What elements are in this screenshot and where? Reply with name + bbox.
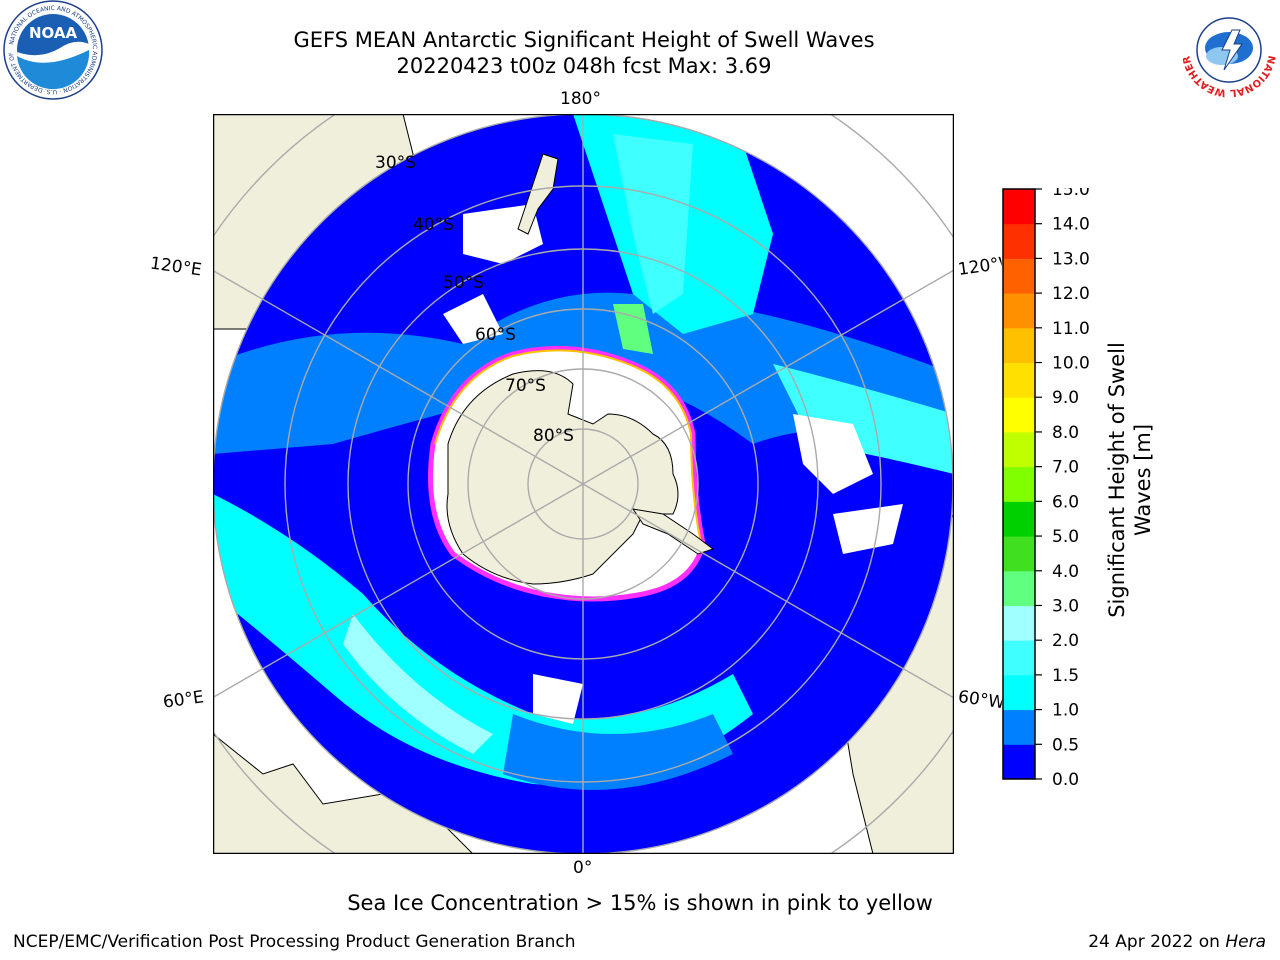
colorbar-tick-label: 12.0	[1052, 284, 1090, 304]
colorbar-tick-label: 3.0	[1052, 596, 1079, 616]
colorbar-tick-label: 14.0	[1052, 215, 1090, 235]
lon-label-60w: 60°W	[956, 687, 1004, 713]
lat-label-80s: 80°S	[533, 426, 574, 446]
colorbar-tick-label: 0.5	[1052, 735, 1079, 755]
swell-band-indian	[213, 494, 753, 786]
colorbar-swatch	[1003, 362, 1035, 398]
lat-label-30s: 30°S	[375, 153, 416, 173]
colorbar-swatch	[1003, 189, 1035, 225]
new-zealand-land	[517, 153, 559, 235]
colorbar-swatch	[1003, 744, 1035, 780]
lat-label-50s: 50°S	[443, 273, 484, 293]
nws-logo-icon: NATIONAL WEATHER SERVICE	[1178, 0, 1277, 98]
colorbar-tick-label: 2.0	[1052, 631, 1079, 651]
swell-band-indian-light	[343, 614, 493, 754]
no-data-patch-4	[833, 504, 903, 554]
colorbar-swatch	[1003, 674, 1035, 711]
colorbar-tick-label: 8.0	[1052, 423, 1079, 443]
date-text: 24 Apr 2022 on Hera	[1088, 932, 1266, 952]
colorbar-swatch	[1003, 397, 1035, 433]
lon-label-180: 180°	[560, 89, 601, 109]
colorbar-swatch	[1003, 258, 1035, 294]
date-prefix: 24 Apr 2022 on	[1088, 932, 1226, 952]
colorbar-swatch	[1003, 605, 1035, 641]
colorbar-tick-label: 9.0	[1052, 388, 1079, 408]
colorbar-swatch	[1003, 640, 1035, 676]
sea-ice-note: Sea Ice Concentration > 15% is shown in …	[347, 891, 933, 915]
colorbar: 0.0 0.5 1.0 1.5 2.0 3.0 4.0 5.0 6.0 7.0 8.0 9.0 10.0…	[1002, 188, 1090, 788]
lon-label-0: 0°	[573, 858, 593, 878]
lon-label-120w: 120°W	[956, 254, 1004, 280]
map-border	[213, 114, 954, 854]
colorbar-tick-label: 4.0	[1052, 562, 1079, 582]
colorbar-swatch	[1003, 709, 1035, 745]
colorbar-swatch	[1003, 431, 1035, 468]
no-data-patch-2	[443, 294, 503, 344]
noaa-logo-text: NOAA	[29, 24, 78, 42]
swell-band-light	[613, 134, 693, 314]
colorbar-label-line1: Significant Height of Swell	[1105, 342, 1129, 618]
swell-band-east	[773, 364, 953, 474]
colorbar-tick-label: 11.0	[1052, 319, 1090, 339]
colorbar-tick-label: 13.0	[1052, 249, 1090, 269]
colorbar-swatch	[1003, 501, 1035, 537]
colorbar-tick-label: 1.0	[1052, 701, 1079, 721]
colorbar-tick-label: 6.0	[1052, 492, 1079, 512]
swell-band-south	[503, 714, 733, 790]
colorbar-tick-label: 1.5	[1052, 666, 1079, 686]
colorbar-tick-label: 10.0	[1052, 354, 1090, 374]
credit-text: NCEP/EMC/Verification Post Processing Pr…	[13, 932, 576, 952]
colorbar-tick-label: 15.0	[1052, 188, 1090, 200]
colorbar-swatch	[1003, 466, 1035, 502]
colorbar-tick-label: 0.0	[1052, 770, 1079, 788]
lat-label-70s: 70°S	[505, 376, 546, 396]
colorbar-title: Significant Height of Swell Waves [m]	[1105, 342, 1155, 618]
colorbar-swatch	[1003, 223, 1035, 259]
lat-label-40s: 40°S	[413, 215, 454, 235]
lon-label-60e: 60°E	[161, 687, 206, 713]
longitude-grid	[213, 114, 954, 854]
lon-label-120e: 120°E	[148, 253, 203, 281]
chart-title: GEFS MEAN Antarctic Significant Height o…	[293, 28, 875, 52]
colorbar-swatch	[1003, 570, 1035, 606]
chart-subtitle: 20220423 t00z 048h fcst Max: 3.69	[396, 54, 772, 78]
colorbar-label-line2: Waves [m]	[1131, 424, 1155, 536]
colorbar-tick-label: 5.0	[1052, 527, 1079, 547]
swell-band-max	[613, 304, 653, 354]
antarctic-peninsula	[631, 508, 715, 555]
colorbar-swatch	[1003, 536, 1035, 572]
lat-label-60s: 60°S	[475, 325, 516, 345]
no-data-patch-5	[533, 674, 583, 724]
colorbar-tick-label: 7.0	[1052, 458, 1079, 478]
noaa-logo-icon: NATIONAL OCEANIC AND ATMOSPHERIC ADMINIS…	[0, 0, 103, 100]
colorbar-swatch	[1003, 327, 1035, 364]
polar-map: 30°S 40°S 50°S 60°S 70°S 80°S	[213, 114, 954, 854]
colorbar-swatch	[1003, 293, 1035, 329]
antarctica-land	[446, 370, 679, 585]
colorbar-border	[1002, 188, 1036, 780]
sea-ice-edge-yellow	[434, 349, 702, 545]
machine-name: Hera	[1225, 932, 1266, 952]
